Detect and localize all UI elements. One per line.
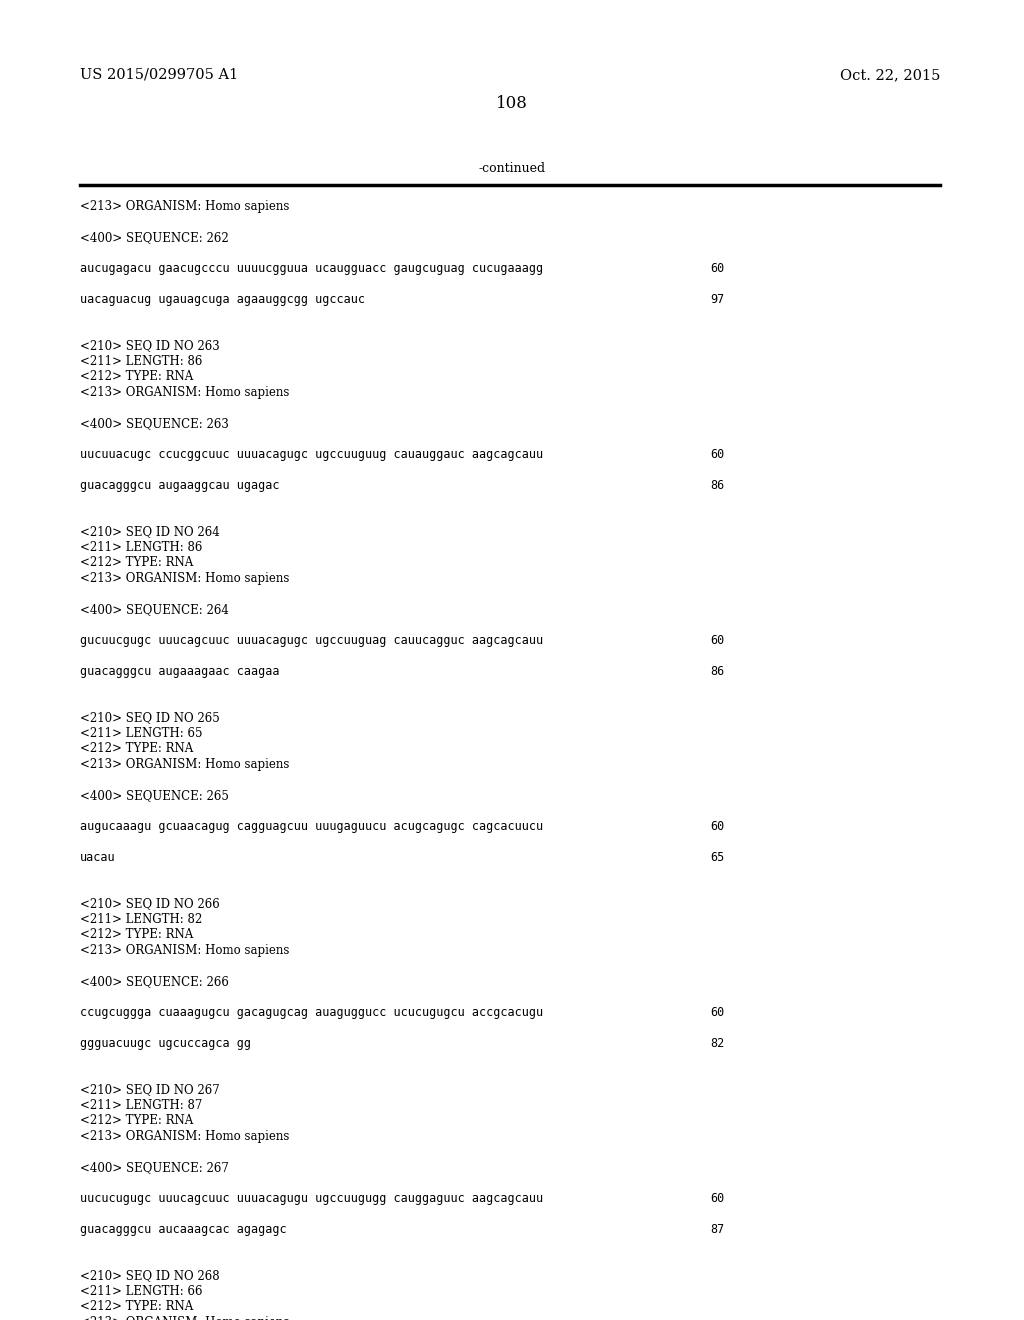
Text: <400> SEQUENCE: 262: <400> SEQUENCE: 262	[80, 231, 228, 244]
Text: uucucugugc uuucagcuuc uuuacagugu ugccuugugg cauggaguuc aagcagcauu: uucucugugc uuucagcuuc uuuacagugu ugccuug…	[80, 1192, 543, 1205]
Text: augucaaagu gcuaacagug cagguagcuu uuugaguucu acugcagugc cagcacuucu: augucaaagu gcuaacagug cagguagcuu uuugagu…	[80, 820, 543, 833]
Text: <211> LENGTH: 65: <211> LENGTH: 65	[80, 727, 203, 741]
Text: 65: 65	[710, 851, 724, 865]
Text: uacau: uacau	[80, 851, 116, 865]
Text: uacaguacug ugauagcuga agaauggcgg ugccauc: uacaguacug ugauagcuga agaauggcgg ugccauc	[80, 293, 365, 306]
Text: ccugcuggga cuaaagugcu gacagugcag auaguggucc ucucugugcu accgcacugu: ccugcuggga cuaaagugcu gacagugcag auagugg…	[80, 1006, 543, 1019]
Text: 86: 86	[710, 479, 724, 492]
Text: 60: 60	[710, 1192, 724, 1205]
Text: <213> ORGANISM: Homo sapiens: <213> ORGANISM: Homo sapiens	[80, 572, 290, 585]
Text: 108: 108	[496, 95, 528, 112]
Text: <211> LENGTH: 86: <211> LENGTH: 86	[80, 541, 203, 554]
Text: guacagggcu augaaggcau ugagac: guacagggcu augaaggcau ugagac	[80, 479, 280, 492]
Text: <213> ORGANISM: Homo sapiens: <213> ORGANISM: Homo sapiens	[80, 1130, 290, 1143]
Text: guacagggcu aucaaagcac agagagc: guacagggcu aucaaagcac agagagc	[80, 1224, 287, 1236]
Text: 87: 87	[710, 1224, 724, 1236]
Text: <212> TYPE: RNA: <212> TYPE: RNA	[80, 557, 194, 569]
Text: <400> SEQUENCE: 263: <400> SEQUENCE: 263	[80, 417, 229, 430]
Text: <211> LENGTH: 86: <211> LENGTH: 86	[80, 355, 203, 368]
Text: <212> TYPE: RNA: <212> TYPE: RNA	[80, 1300, 194, 1313]
Text: Oct. 22, 2015: Oct. 22, 2015	[840, 69, 940, 82]
Text: <213> ORGANISM: Homo sapiens: <213> ORGANISM: Homo sapiens	[80, 385, 290, 399]
Text: 60: 60	[710, 447, 724, 461]
Text: <400> SEQUENCE: 264: <400> SEQUENCE: 264	[80, 603, 229, 616]
Text: uucuuacugc ccucggcuuc uuuacagugc ugccuuguug cauauggauc aagcagcauu: uucuuacugc ccucggcuuc uuuacagugc ugccuug…	[80, 447, 543, 461]
Text: <210> SEQ ID NO 267: <210> SEQ ID NO 267	[80, 1084, 220, 1097]
Text: 60: 60	[710, 1006, 724, 1019]
Text: <213> ORGANISM: Homo sapiens: <213> ORGANISM: Homo sapiens	[80, 1316, 290, 1320]
Text: <213> ORGANISM: Homo sapiens: <213> ORGANISM: Homo sapiens	[80, 758, 290, 771]
Text: 60: 60	[710, 820, 724, 833]
Text: <211> LENGTH: 66: <211> LENGTH: 66	[80, 1284, 203, 1298]
Text: aucugagacu gaacugcccu uuuucgguua ucaugguacc gaugcuguag cucugaaagg: aucugagacu gaacugcccu uuuucgguua ucauggu…	[80, 261, 543, 275]
Text: <400> SEQUENCE: 265: <400> SEQUENCE: 265	[80, 789, 229, 803]
Text: -continued: -continued	[478, 162, 546, 176]
Text: <213> ORGANISM: Homo sapiens: <213> ORGANISM: Homo sapiens	[80, 201, 290, 213]
Text: <212> TYPE: RNA: <212> TYPE: RNA	[80, 742, 194, 755]
Text: 60: 60	[710, 261, 724, 275]
Text: <210> SEQ ID NO 266: <210> SEQ ID NO 266	[80, 898, 220, 911]
Text: 97: 97	[710, 293, 724, 306]
Text: 60: 60	[710, 634, 724, 647]
Text: 86: 86	[710, 665, 724, 678]
Text: gucuucgugc uuucagcuuc uuuacagugc ugccuuguag cauucagguc aagcagcauu: gucuucgugc uuucagcuuc uuuacagugc ugccuug…	[80, 634, 543, 647]
Text: <210> SEQ ID NO 268: <210> SEQ ID NO 268	[80, 1270, 219, 1283]
Text: <400> SEQUENCE: 266: <400> SEQUENCE: 266	[80, 975, 229, 987]
Text: <212> TYPE: RNA: <212> TYPE: RNA	[80, 371, 194, 384]
Text: ggguacuugc ugcuccagca gg: ggguacuugc ugcuccagca gg	[80, 1038, 251, 1049]
Text: <211> LENGTH: 87: <211> LENGTH: 87	[80, 1100, 203, 1111]
Text: <212> TYPE: RNA: <212> TYPE: RNA	[80, 928, 194, 941]
Text: <210> SEQ ID NO 263: <210> SEQ ID NO 263	[80, 339, 220, 352]
Text: 82: 82	[710, 1038, 724, 1049]
Text: <210> SEQ ID NO 264: <210> SEQ ID NO 264	[80, 525, 220, 539]
Text: <211> LENGTH: 82: <211> LENGTH: 82	[80, 913, 203, 927]
Text: guacagggcu augaaagaac caagaa: guacagggcu augaaagaac caagaa	[80, 665, 280, 678]
Text: <210> SEQ ID NO 265: <210> SEQ ID NO 265	[80, 711, 220, 725]
Text: <212> TYPE: RNA: <212> TYPE: RNA	[80, 1114, 194, 1127]
Text: US 2015/0299705 A1: US 2015/0299705 A1	[80, 69, 239, 82]
Text: <213> ORGANISM: Homo sapiens: <213> ORGANISM: Homo sapiens	[80, 944, 290, 957]
Text: <400> SEQUENCE: 267: <400> SEQUENCE: 267	[80, 1162, 229, 1173]
